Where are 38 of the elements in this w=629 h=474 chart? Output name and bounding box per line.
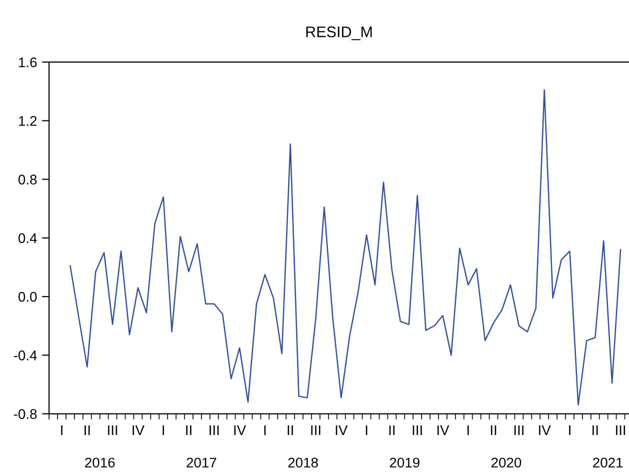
y-tick-label: 1.2 xyxy=(19,116,37,126)
line-series xyxy=(70,89,622,406)
x-tick-label: II xyxy=(490,425,496,435)
text: 2019 xyxy=(390,458,420,468)
y-tick-label: -0.8 xyxy=(14,409,37,419)
chart-title: RESID_M xyxy=(306,26,372,40)
x-tick-label: I xyxy=(162,425,164,435)
x-tick-label: I xyxy=(61,425,62,435)
y-tick-label: 0.0 xyxy=(18,292,37,302)
text: 2020 xyxy=(491,458,522,468)
x-tick-label: III xyxy=(514,425,524,435)
y-tick-label: 0.8 xyxy=(18,174,37,184)
x-tick-label: III xyxy=(311,425,320,435)
x-tick-label: II xyxy=(592,425,598,435)
x-tick-label: I xyxy=(569,425,570,435)
text: 2021 xyxy=(593,458,623,468)
x-tick-label: I xyxy=(366,425,368,435)
y-tick-label: 0.4 xyxy=(18,233,37,244)
x-tick-label: I xyxy=(467,425,469,435)
y-tick-label: -0.4 xyxy=(14,350,37,360)
x-tick-label: IV xyxy=(437,425,450,435)
x-tick-label: IV xyxy=(336,425,348,435)
x-tick-label: IV xyxy=(539,425,551,435)
text: 2017 xyxy=(186,458,216,468)
x-tick-label: II xyxy=(186,425,192,435)
x-tick-label: III xyxy=(210,425,219,435)
x-tick-label: III xyxy=(412,425,422,435)
text: 2018 xyxy=(288,458,318,468)
x-tick-label: II xyxy=(288,425,293,435)
x-tick-label: III xyxy=(616,425,626,435)
x-tick-label: I xyxy=(264,425,266,435)
x-tick-label: IV xyxy=(132,425,144,435)
y-tick-label: 1.6 xyxy=(19,57,37,68)
x-tick-label: IV xyxy=(234,425,246,435)
x-tick-label: II xyxy=(389,425,395,435)
x-tick-label: III xyxy=(108,425,118,435)
x-tick-label: II xyxy=(84,425,90,435)
text: 2016 xyxy=(85,458,115,468)
